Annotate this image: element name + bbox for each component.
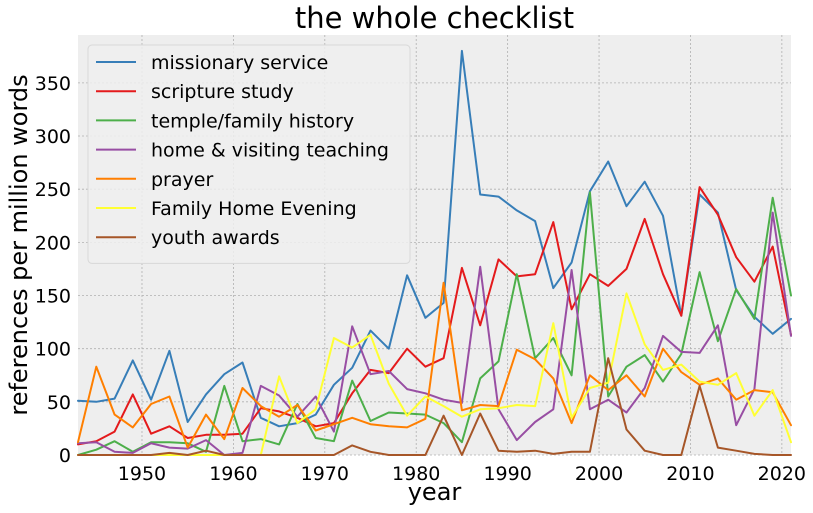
x-tick-label: 1990 [483, 463, 531, 485]
y-tick-label: 150 [35, 286, 71, 308]
y-tick-label: 350 [35, 73, 71, 95]
legend-label: scripture study [151, 81, 294, 103]
series-line-3 [77, 211, 792, 456]
series-line-0 [77, 49, 792, 428]
series-line-6 [77, 357, 792, 456]
series-line-1 [77, 186, 792, 446]
y-tick-label: 50 [47, 392, 71, 414]
y-tick-label: 300 [35, 126, 71, 148]
y-tick-label: 100 [35, 339, 71, 361]
series-line-4 [77, 281, 792, 449]
series-lines [77, 49, 792, 456]
y-tick-label: 0 [59, 445, 71, 467]
y-tick-label: 200 [35, 232, 71, 254]
legend-label: youth awards [151, 227, 280, 249]
legend-label: prayer [151, 169, 213, 191]
legend-label: missionary service [151, 52, 328, 74]
y-tick-label: 250 [35, 179, 71, 201]
legend-label: Family Home Evening [151, 198, 357, 220]
x-tick-label: 1980 [392, 463, 440, 485]
x-tick-label: 1950 [118, 463, 166, 485]
y-axis-title: references per million words [5, 74, 33, 415]
legend-box [87, 44, 411, 264]
legend-label: temple/family history [151, 110, 354, 132]
x-tick-label: 2010 [666, 463, 714, 485]
x-tick-label: 2020 [758, 463, 806, 485]
tick-labels: 1950 1960 1970 1980 1990 2000 2010 2020 0 50 100 15… [35, 73, 806, 485]
series-line-5 [77, 292, 792, 456]
x-tick-label: 1970 [301, 463, 349, 485]
x-axis-title: year [408, 478, 462, 506]
chart-title: the whole checklist [295, 1, 574, 35]
legend: missionary service scripture study temple/… [87, 44, 411, 264]
x-tick-label: 2000 [575, 463, 623, 485]
legend-label: home & visiting teaching [151, 140, 389, 162]
x-tick-label: 1960 [209, 463, 257, 485]
